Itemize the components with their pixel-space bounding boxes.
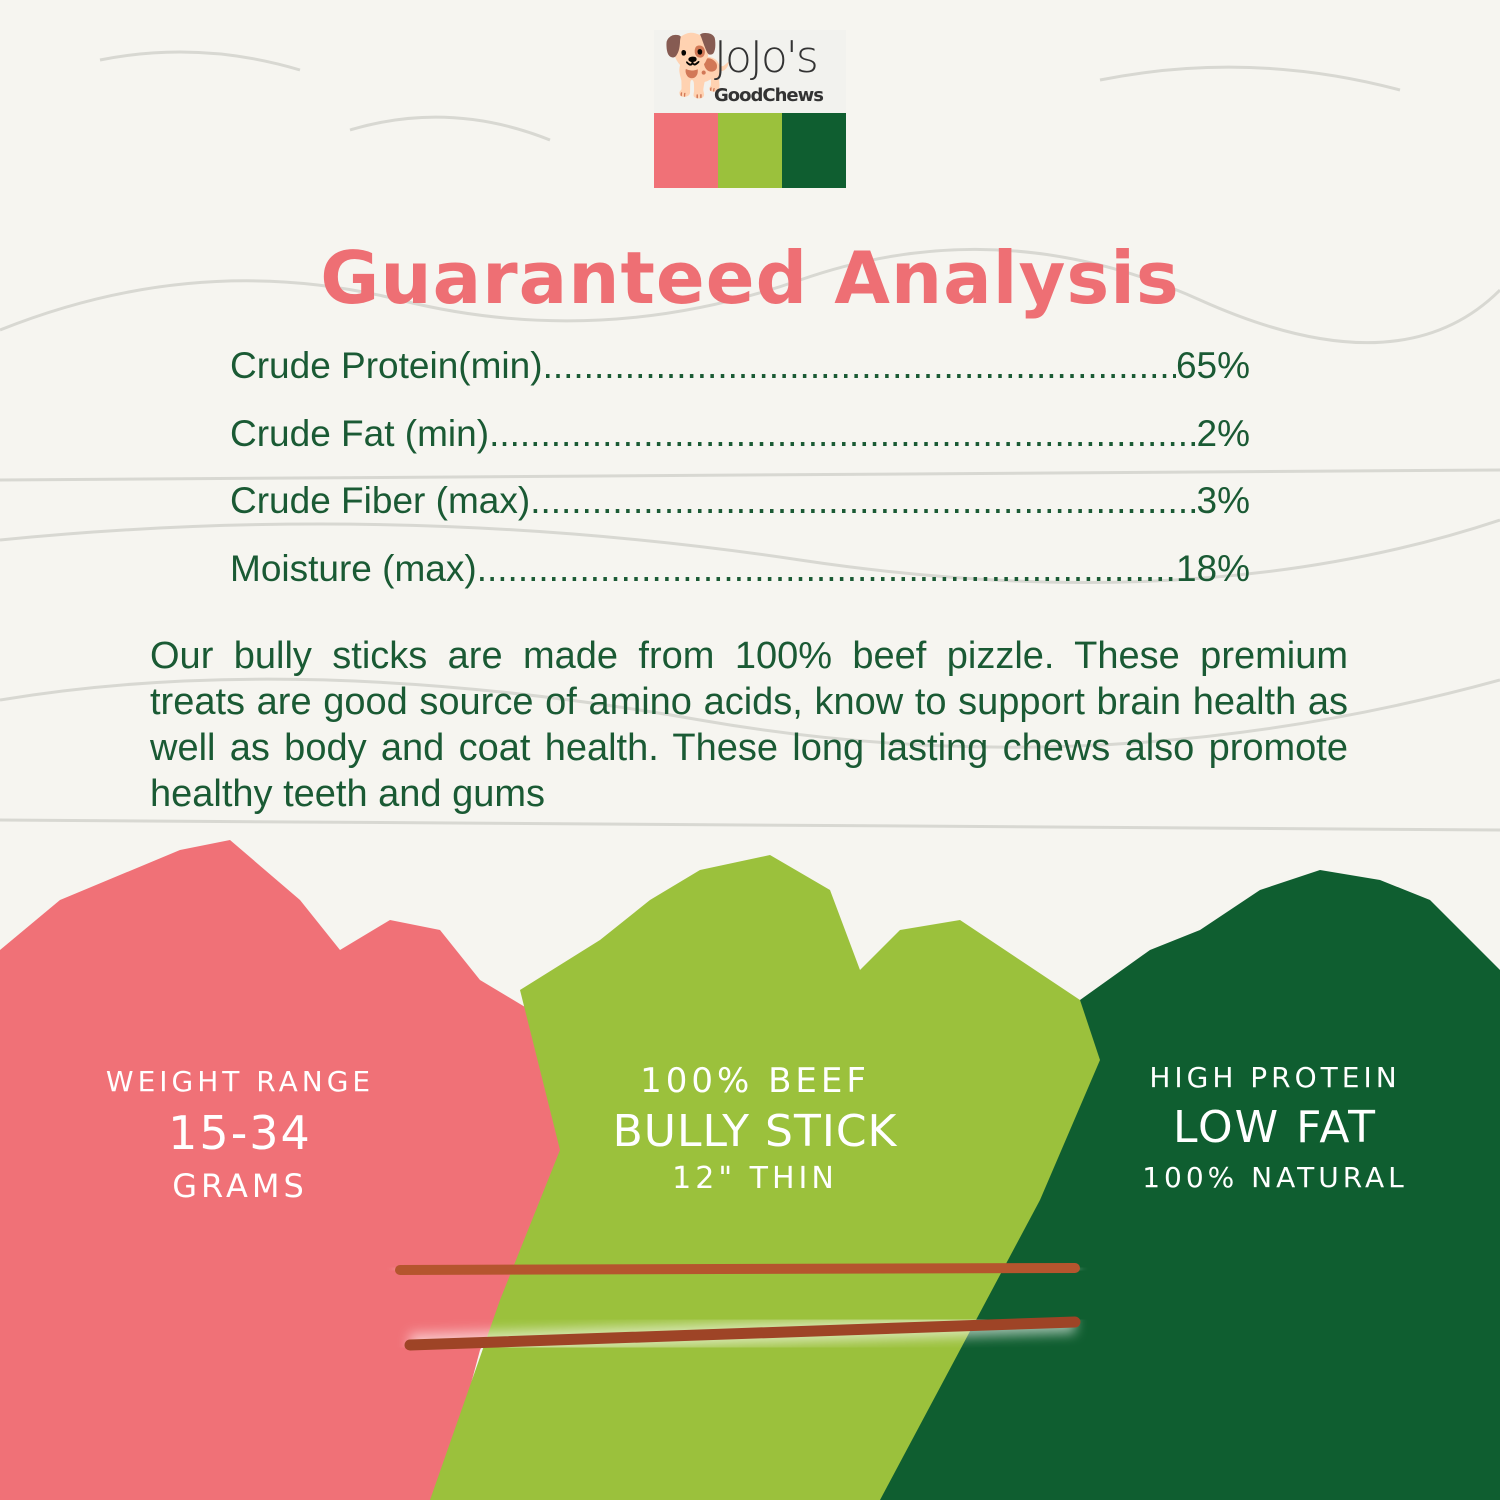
logo-text: JoJo's bbox=[714, 32, 819, 83]
analysis-label: Crude Fiber (max) bbox=[230, 480, 531, 521]
bully-stick bbox=[395, 1263, 1080, 1275]
page-title: Guaranteed Analysis bbox=[320, 236, 1180, 320]
color-bars bbox=[654, 113, 846, 188]
protein-panel-text: HIGH PROTEIN LOW FAT 100% NATURAL bbox=[1115, 1064, 1435, 1192]
analysis-value: 2% bbox=[1196, 413, 1250, 454]
panel-line2: BULLY STICK bbox=[612, 1106, 898, 1157]
lime-bar bbox=[718, 113, 782, 188]
panel-line1: WEIGHT RANGE bbox=[105, 1065, 375, 1098]
logo-subtext: GoodChews bbox=[714, 85, 824, 106]
analysis-row: Crude Protein(min) 65% bbox=[230, 345, 1250, 387]
panel-line2: 15-34 bbox=[168, 1106, 312, 1160]
dog-icon: 🐕 bbox=[662, 31, 737, 101]
analysis-value: 65% bbox=[1175, 345, 1250, 386]
analysis-label: Crude Protein(min) bbox=[230, 345, 543, 386]
panel-line3: 12" THIN bbox=[672, 1161, 838, 1196]
bully-sticks-image bbox=[395, 1257, 1081, 1356]
bully-stick bbox=[404, 1316, 1081, 1351]
beef-panel-text: 100% BEEF BULLY STICK 12" THIN bbox=[595, 1064, 915, 1194]
analysis-row: Crude Fiber (max) 3% bbox=[230, 480, 1250, 522]
green-bar bbox=[782, 113, 846, 188]
weight-panel-text: WEIGHT RANGE 15-34 GRAMS bbox=[90, 1065, 390, 1205]
panel-line1: 100% BEEF bbox=[640, 1061, 870, 1101]
analysis-row: Crude Fat (min) 2% bbox=[230, 413, 1250, 455]
product-description: Our bully sticks are made from 100% beef… bbox=[150, 635, 1348, 815]
panel-line1: HIGH PROTEIN bbox=[1149, 1061, 1401, 1094]
pink-bar bbox=[654, 113, 718, 188]
analysis-label: Moisture (max) bbox=[230, 548, 477, 589]
analysis-value: 3% bbox=[1196, 480, 1250, 521]
green-panel bbox=[880, 870, 1500, 1500]
analysis-value: 18% bbox=[1175, 548, 1250, 589]
panel-line2: LOW FAT bbox=[1173, 1102, 1377, 1153]
analysis-label: Crude Fat (min) bbox=[230, 413, 490, 454]
panel-line3: GRAMS bbox=[172, 1167, 308, 1205]
panel-line3: 100% NATURAL bbox=[1142, 1161, 1408, 1194]
brand-logo: 🐕 JoJo's GoodChews bbox=[654, 30, 846, 188]
analysis-row: Moisture (max) 18% bbox=[230, 548, 1250, 590]
